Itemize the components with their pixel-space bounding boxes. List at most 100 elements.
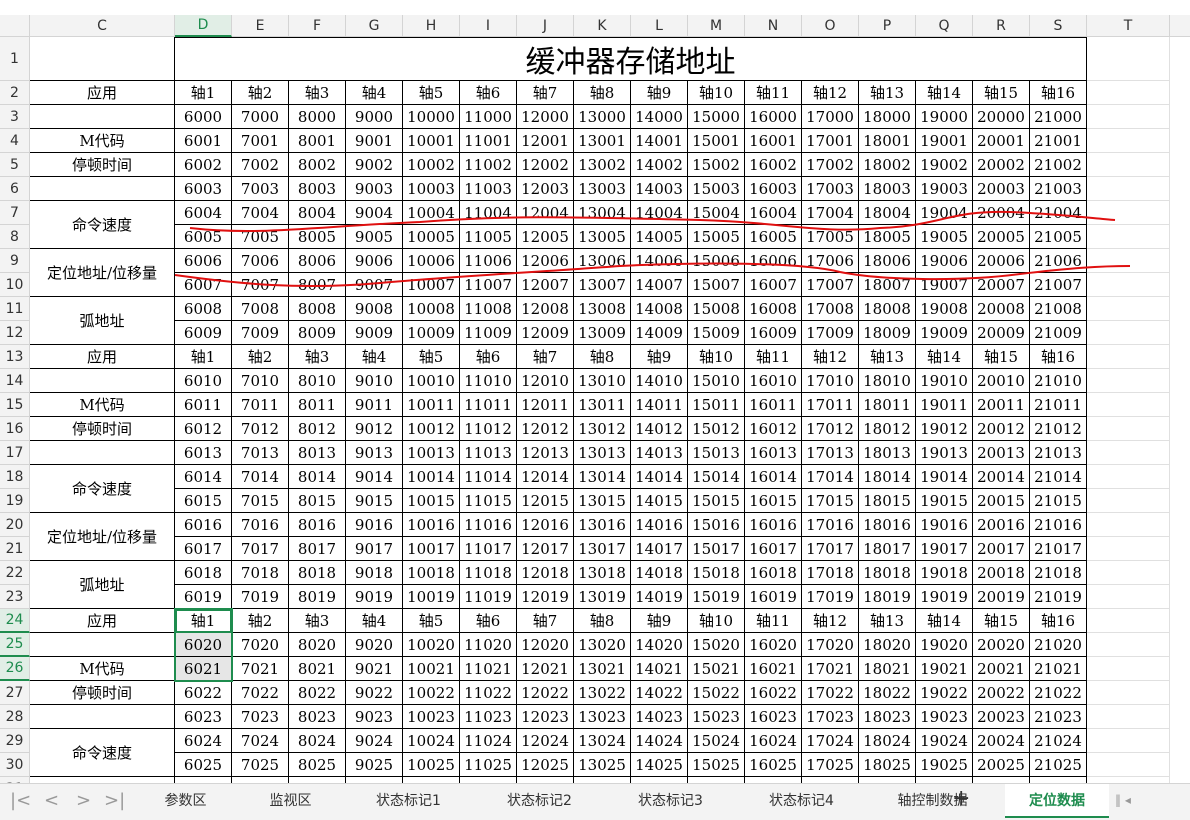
address-cell[interactable]: 10025 — [403, 753, 460, 777]
axis-header-cell[interactable]: 轴7 — [517, 81, 574, 105]
address-cell[interactable]: 9018 — [346, 561, 403, 585]
address-cell[interactable]: 8003 — [289, 177, 346, 201]
address-cell[interactable]: 8001 — [289, 129, 346, 153]
address-cell[interactable]: 12005 — [517, 225, 574, 249]
address-cell[interactable]: 9000 — [346, 105, 403, 129]
address-cell[interactable]: 13008 — [574, 297, 631, 321]
address-cell[interactable]: 13019 — [574, 585, 631, 609]
address-cell[interactable]: 9024 — [346, 729, 403, 753]
address-cell[interactable]: 14014 — [631, 465, 688, 489]
address-cell[interactable]: 16019 — [745, 585, 802, 609]
address-cell[interactable]: 7007 — [232, 273, 289, 297]
address-cell[interactable]: 9015 — [346, 489, 403, 513]
address-cell[interactable]: 13010 — [574, 369, 631, 393]
address-cell[interactable]: 15011 — [688, 393, 745, 417]
row-header[interactable]: 1 — [0, 37, 30, 81]
axis-header-cell[interactable]: 轴5 — [403, 345, 460, 369]
address-cell[interactable]: 8016 — [289, 513, 346, 537]
address-cell[interactable]: 17001 — [802, 129, 859, 153]
column-header[interactable]: S — [1030, 15, 1087, 37]
address-cell[interactable]: 18020 — [859, 633, 916, 657]
address-cell[interactable]: 19024 — [916, 729, 973, 753]
address-cell[interactable]: 10021 — [403, 657, 460, 681]
address-cell[interactable]: 6026 — [175, 777, 232, 783]
address-cell[interactable]: 11011 — [460, 393, 517, 417]
column-header[interactable]: M — [688, 15, 745, 37]
address-cell[interactable]: 21000 — [1030, 105, 1087, 129]
address-cell[interactable]: 8007 — [289, 273, 346, 297]
row-header[interactable]: 4 — [0, 129, 30, 153]
address-cell[interactable]: 18004 — [859, 201, 916, 225]
address-cell[interactable]: 15006 — [688, 249, 745, 273]
address-cell[interactable]: 13014 — [574, 465, 631, 489]
address-cell[interactable]: 21003 — [1030, 177, 1087, 201]
column-header[interactable]: C — [30, 15, 175, 37]
address-cell[interactable]: 21017 — [1030, 537, 1087, 561]
address-cell[interactable]: 13007 — [574, 273, 631, 297]
address-cell[interactable]: 21007 — [1030, 273, 1087, 297]
address-cell[interactable]: 9004 — [346, 201, 403, 225]
address-cell[interactable]: 10004 — [403, 201, 460, 225]
address-cell[interactable]: 12004 — [517, 201, 574, 225]
axis-header-cell[interactable]: 轴9 — [631, 609, 688, 633]
address-cell[interactable]: 6016 — [175, 513, 232, 537]
address-cell[interactable]: 8018 — [289, 561, 346, 585]
address-cell[interactable]: 6000 — [175, 105, 232, 129]
address-cell[interactable]: 9012 — [346, 417, 403, 441]
address-cell[interactable]: 10013 — [403, 441, 460, 465]
address-cell[interactable]: 10023 — [403, 705, 460, 729]
add-sheet-button[interactable]: + — [952, 786, 971, 811]
address-cell[interactable]: 12020 — [517, 633, 574, 657]
address-cell[interactable]: 19019 — [916, 585, 973, 609]
address-cell[interactable]: 17007 — [802, 273, 859, 297]
address-cell[interactable]: 21015 — [1030, 489, 1087, 513]
address-cell[interactable]: 7025 — [232, 753, 289, 777]
column-header[interactable]: K — [574, 15, 631, 37]
address-cell[interactable]: 14018 — [631, 561, 688, 585]
address-cell[interactable]: 19015 — [916, 489, 973, 513]
address-cell[interactable]: 17008 — [802, 297, 859, 321]
row-header[interactable]: 23 — [0, 585, 30, 609]
address-cell[interactable]: 19017 — [916, 537, 973, 561]
address-cell[interactable]: 17025 — [802, 753, 859, 777]
address-cell[interactable]: 20010 — [973, 369, 1030, 393]
address-cell[interactable]: 21018 — [1030, 561, 1087, 585]
axis-header-cell[interactable]: 轴12 — [802, 609, 859, 633]
address-cell[interactable]: 20011 — [973, 393, 1030, 417]
address-cell[interactable]: 8020 — [289, 633, 346, 657]
address-cell[interactable]: 15005 — [688, 225, 745, 249]
address-cell[interactable]: 18019 — [859, 585, 916, 609]
address-cell[interactable]: 7012 — [232, 417, 289, 441]
address-cell[interactable]: 15002 — [688, 153, 745, 177]
address-cell[interactable]: 19006 — [916, 249, 973, 273]
address-cell[interactable]: 12002 — [517, 153, 574, 177]
address-cell[interactable]: 19007 — [916, 273, 973, 297]
address-cell[interactable]: 21008 — [1030, 297, 1087, 321]
address-cell[interactable]: 12000 — [517, 105, 574, 129]
axis-header-cell[interactable]: 轴4 — [346, 345, 403, 369]
address-cell[interactable]: 21019 — [1030, 585, 1087, 609]
address-cell[interactable]: 7017 — [232, 537, 289, 561]
address-cell[interactable]: 13017 — [574, 537, 631, 561]
address-cell[interactable]: 11021 — [460, 657, 517, 681]
address-cell[interactable]: 9023 — [346, 705, 403, 729]
row-header[interactable]: 20 — [0, 513, 30, 537]
address-cell[interactable]: 17022 — [802, 681, 859, 705]
axis-header-cell[interactable]: 轴4 — [346, 81, 403, 105]
address-cell[interactable]: 21002 — [1030, 153, 1087, 177]
address-cell[interactable]: 18006 — [859, 249, 916, 273]
address-cell[interactable]: 9017 — [346, 537, 403, 561]
axis-header-cell[interactable]: 轴14 — [916, 345, 973, 369]
address-cell[interactable]: 15017 — [688, 537, 745, 561]
address-cell[interactable]: 8010 — [289, 369, 346, 393]
address-cell[interactable]: 15018 — [688, 561, 745, 585]
address-cell[interactable]: 18005 — [859, 225, 916, 249]
address-cell[interactable]: 10007 — [403, 273, 460, 297]
address-cell[interactable]: 18003 — [859, 177, 916, 201]
address-cell[interactable]: 16004 — [745, 201, 802, 225]
axis-header-cell[interactable]: 轴1 — [175, 609, 232, 633]
axis-header-cell[interactable]: 轴2 — [232, 81, 289, 105]
address-cell[interactable]: 11023 — [460, 705, 517, 729]
address-cell[interactable]: 6025 — [175, 753, 232, 777]
column-header[interactable]: O — [802, 15, 859, 37]
